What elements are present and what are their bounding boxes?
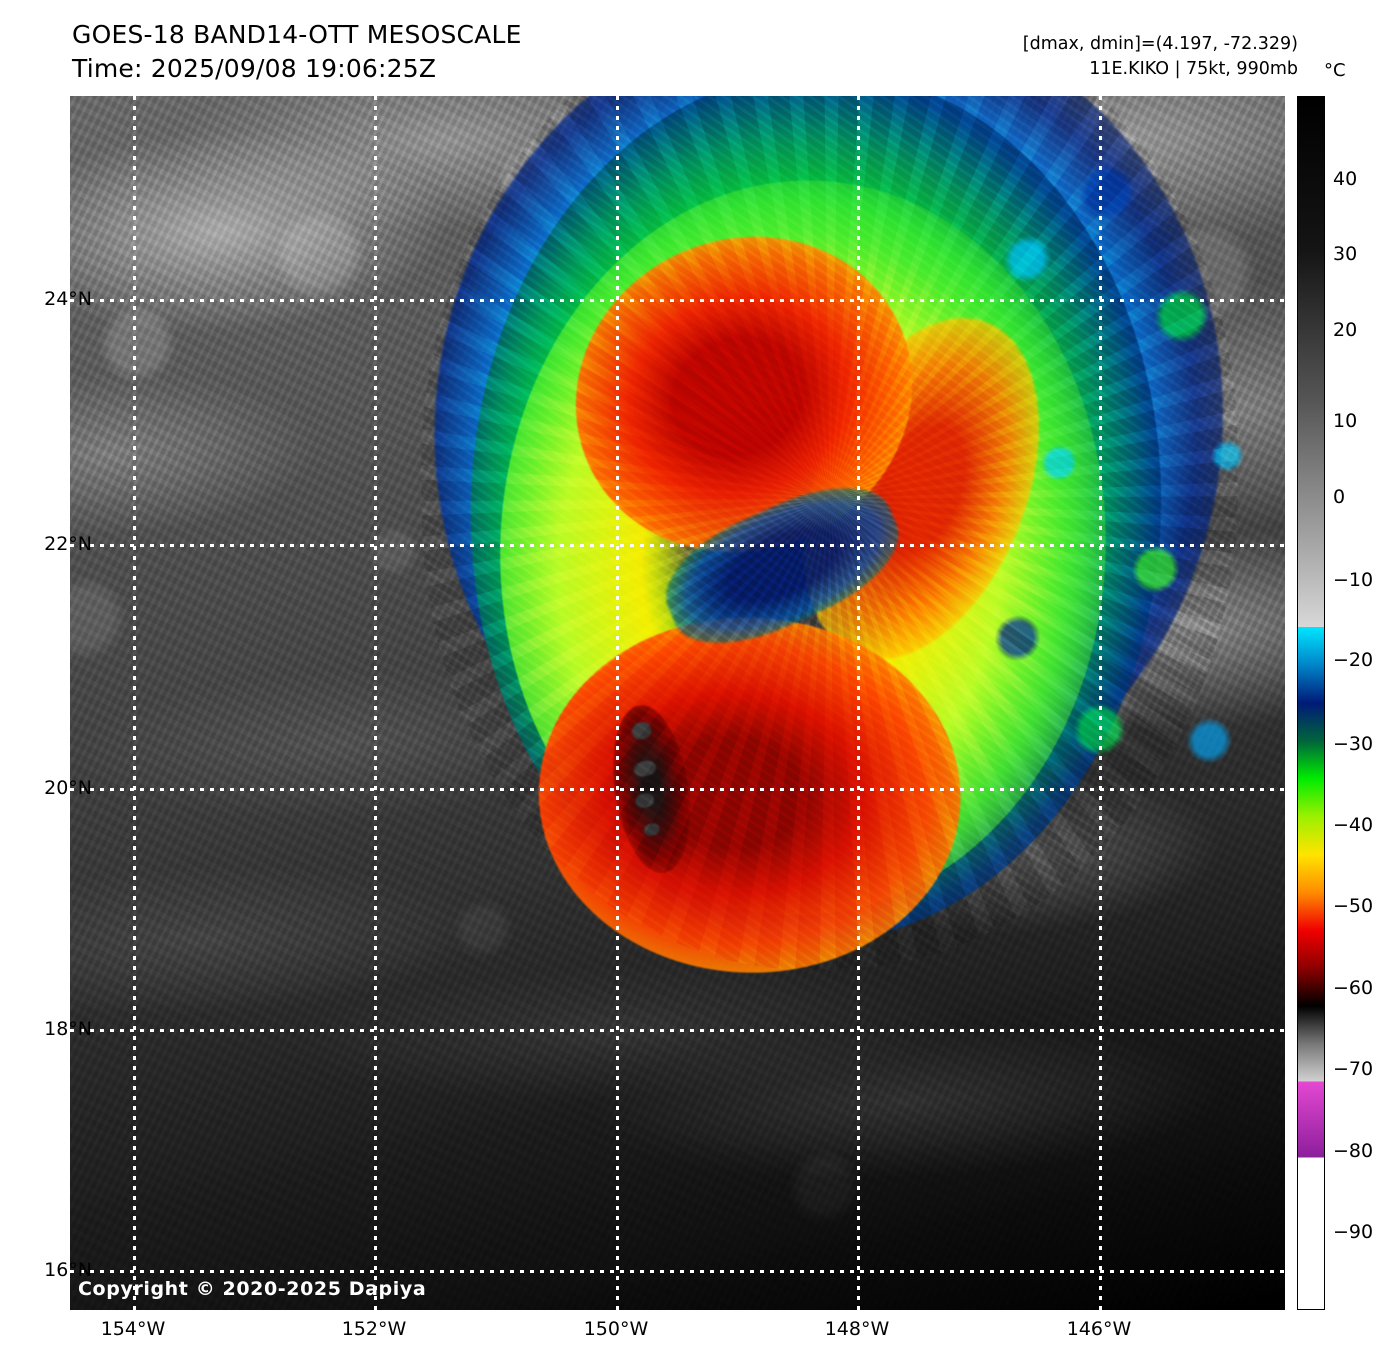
timestamp-label: Time: 2025/09/08 19:06:25Z — [72, 54, 437, 83]
xtick-label: 150°W — [583, 1318, 649, 1340]
xtick-label: 154°W — [100, 1318, 166, 1340]
colorbar-tick-label: 10 — [1333, 410, 1358, 432]
xtick-label: 146°W — [1066, 1318, 1132, 1340]
annotation-block: [dmax, dmin]=(4.197, -72.329) 11E.KIKO |… — [1023, 32, 1298, 82]
page-title: GOES-18 BAND14-OTT MESOSCALE Time: 2025/… — [72, 18, 522, 86]
colorbar-tick-label: −50 — [1333, 895, 1374, 917]
colorbar-tick-label: −10 — [1333, 569, 1374, 591]
colorbar-tick-label: −60 — [1333, 977, 1374, 999]
dmax-dmin-label: [dmax, dmin]=(4.197, -72.329) — [1022, 34, 1298, 54]
colorbar-unit-label: °C — [1324, 60, 1346, 81]
storm-info-label: 11E.KIKO | 75kt, 990mb — [1089, 59, 1298, 79]
copyright-label: Copyright © 2020-2025 Dapiya — [78, 1278, 427, 1300]
colorbar-tick-label: −80 — [1333, 1140, 1374, 1162]
colorbar-tick-label: −70 — [1333, 1058, 1374, 1080]
colorbar-tick-label: 0 — [1333, 486, 1346, 508]
colorbar-gradient — [1298, 97, 1324, 1309]
colorbar-tick-label: −30 — [1333, 733, 1374, 755]
colorbar[interactable] — [1297, 96, 1325, 1310]
product-title: GOES-18 BAND14-OTT MESOSCALE — [72, 20, 522, 49]
colorbar-tick-label: 40 — [1333, 168, 1358, 190]
ytick-label: 18°N — [44, 1018, 92, 1040]
satellite-swath — [70, 96, 1285, 1310]
ytick-label: 16°N — [44, 1259, 92, 1281]
colorbar-tick-label: −90 — [1333, 1221, 1374, 1243]
colorbar-tick-label: −40 — [1333, 814, 1374, 836]
colorbar-tick-label: −20 — [1333, 649, 1374, 671]
ytick-label: 20°N — [44, 777, 92, 799]
xtick-label: 152°W — [341, 1318, 407, 1340]
colorbar-tick-label: 30 — [1333, 243, 1358, 265]
satellite-image-plot[interactable]: Copyright © 2020-2025 Dapiya — [70, 96, 1285, 1310]
ytick-label: 22°N — [44, 533, 92, 555]
ytick-label: 24°N — [44, 288, 92, 310]
xtick-label: 148°W — [824, 1318, 890, 1340]
colorbar-tick-label: 20 — [1333, 319, 1358, 341]
